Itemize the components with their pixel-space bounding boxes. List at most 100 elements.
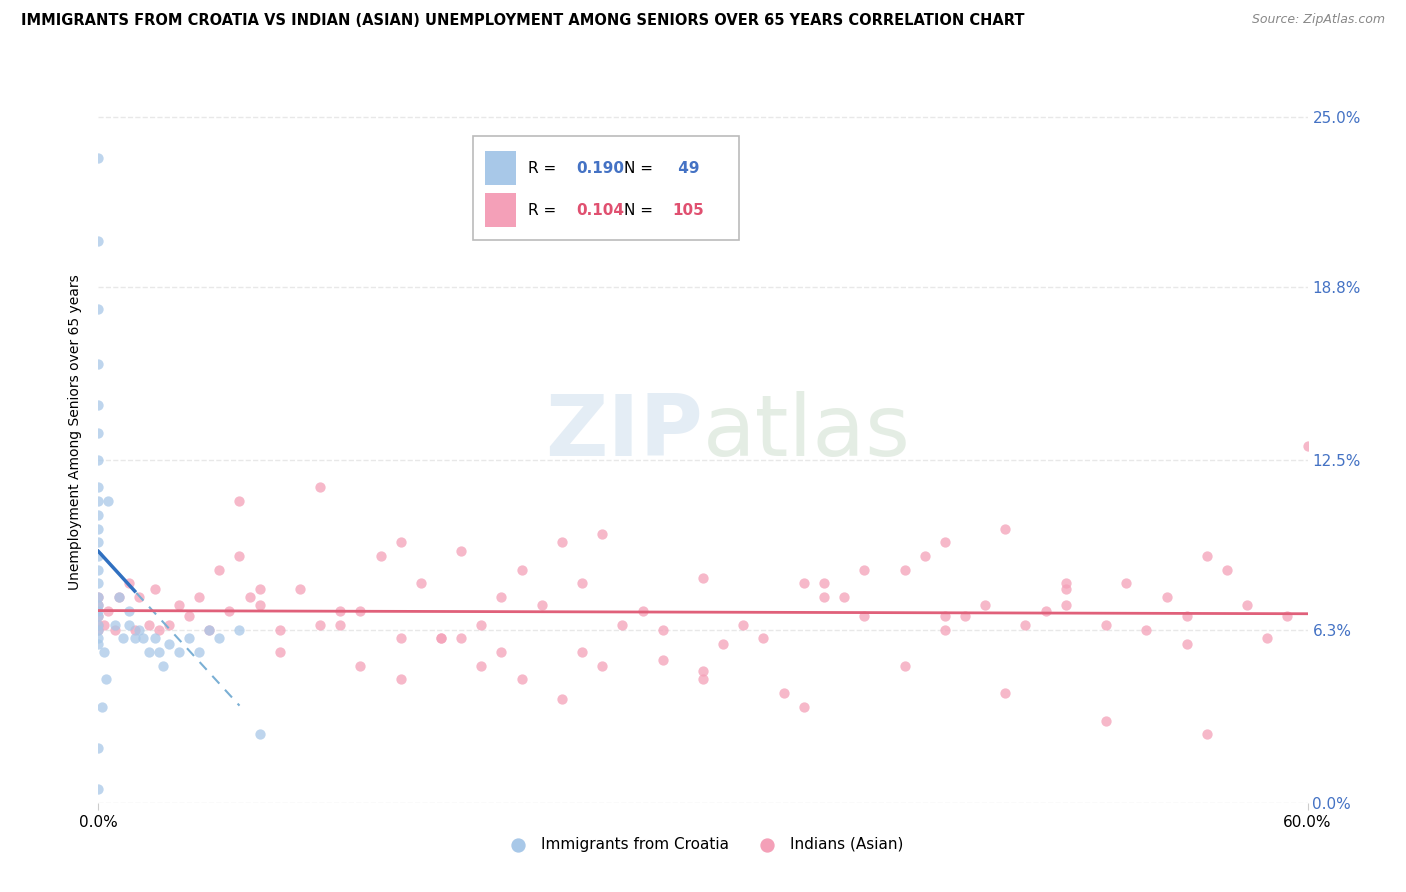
Point xyxy=(349,604,371,618)
Point xyxy=(87,782,110,797)
Point xyxy=(87,609,110,624)
Point xyxy=(107,590,129,604)
Point xyxy=(953,609,976,624)
Point xyxy=(132,632,155,646)
Text: Source: ZipAtlas.com: Source: ZipAtlas.com xyxy=(1251,13,1385,27)
Point xyxy=(143,582,166,596)
Point xyxy=(510,563,533,577)
Point xyxy=(87,617,110,632)
Point xyxy=(813,576,835,591)
Point xyxy=(198,623,221,637)
Text: N =: N = xyxy=(624,203,658,218)
Point xyxy=(470,617,492,632)
Text: ZIP: ZIP xyxy=(546,391,703,475)
Point xyxy=(87,508,110,522)
Point xyxy=(157,637,180,651)
Point xyxy=(152,658,174,673)
Point xyxy=(470,658,492,673)
Point xyxy=(87,302,110,317)
Point xyxy=(692,664,714,678)
Point xyxy=(893,658,915,673)
Point xyxy=(288,582,311,596)
Point xyxy=(389,673,412,687)
Point xyxy=(167,645,190,659)
Point xyxy=(1035,604,1057,618)
Point xyxy=(612,617,634,632)
Point xyxy=(309,617,332,632)
Point xyxy=(1277,609,1299,624)
Point xyxy=(269,623,291,637)
Text: 105: 105 xyxy=(672,203,704,218)
Point xyxy=(111,632,134,646)
Point xyxy=(124,623,146,637)
Point xyxy=(87,590,110,604)
Text: atlas: atlas xyxy=(703,391,911,475)
Point xyxy=(530,599,553,613)
Point xyxy=(591,527,613,541)
Text: 0.190: 0.190 xyxy=(576,161,624,176)
Point xyxy=(994,686,1017,700)
Point xyxy=(571,645,593,659)
Point xyxy=(793,576,815,591)
Point xyxy=(107,590,129,604)
Point xyxy=(914,549,936,563)
Point xyxy=(853,609,876,624)
Point xyxy=(198,623,221,637)
Point xyxy=(87,480,110,494)
Point xyxy=(309,480,332,494)
Point xyxy=(510,673,533,687)
Point xyxy=(329,604,352,618)
Point xyxy=(551,691,574,706)
Point xyxy=(87,425,110,440)
Point xyxy=(491,645,513,659)
Point xyxy=(128,590,150,604)
Point xyxy=(1054,599,1077,613)
Point xyxy=(87,535,110,549)
Point xyxy=(188,590,211,604)
Point xyxy=(1175,637,1198,651)
Point xyxy=(450,632,472,646)
Point xyxy=(87,623,110,637)
Point xyxy=(157,617,180,632)
Point xyxy=(591,658,613,673)
Point xyxy=(87,637,110,651)
Point xyxy=(249,582,271,596)
Point xyxy=(188,645,211,659)
Point xyxy=(148,623,170,637)
Point xyxy=(1216,563,1239,577)
Point xyxy=(934,609,956,624)
Point xyxy=(1296,439,1319,453)
Point xyxy=(692,571,714,585)
Point xyxy=(934,535,956,549)
FancyBboxPatch shape xyxy=(474,136,740,240)
Point xyxy=(1095,714,1118,728)
Point xyxy=(1175,609,1198,624)
Point xyxy=(87,623,110,637)
Point xyxy=(138,645,160,659)
Point xyxy=(91,699,114,714)
Text: IMMIGRANTS FROM CROATIA VS INDIAN (ASIAN) UNEMPLOYMENT AMONG SENIORS OVER 65 YEA: IMMIGRANTS FROM CROATIA VS INDIAN (ASIAN… xyxy=(21,13,1025,29)
Point xyxy=(711,637,734,651)
Point xyxy=(430,632,453,646)
Point xyxy=(208,563,231,577)
Point xyxy=(228,494,250,508)
Point xyxy=(179,632,201,646)
Point xyxy=(87,522,110,536)
Point xyxy=(974,599,997,613)
Point xyxy=(571,576,593,591)
Point xyxy=(87,453,110,467)
Point xyxy=(143,632,166,646)
Point xyxy=(87,599,110,613)
Point xyxy=(128,623,150,637)
Point xyxy=(491,590,513,604)
Point xyxy=(1115,576,1137,591)
Point xyxy=(1014,617,1036,632)
Point xyxy=(752,632,775,646)
Point xyxy=(87,563,110,577)
Point xyxy=(87,357,110,371)
Point xyxy=(103,623,125,637)
Point xyxy=(87,609,110,624)
Point xyxy=(118,617,141,632)
Point xyxy=(87,741,110,756)
Point xyxy=(1195,549,1218,563)
